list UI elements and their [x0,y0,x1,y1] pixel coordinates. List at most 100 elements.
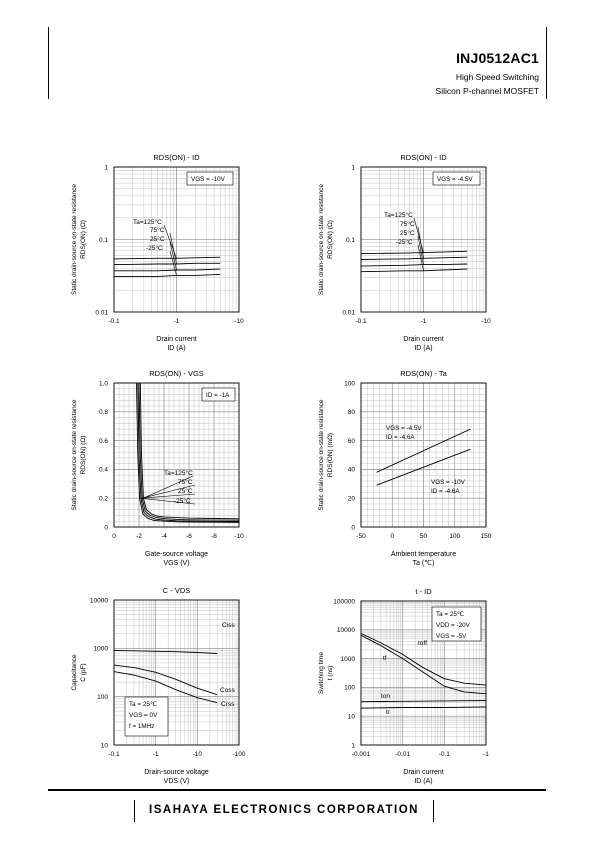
chart-4: RDS(ON) - Ta-50 0 50 100 150020406080100Ambi… [318,369,492,567]
x-axis-label: Drain-source voltage [144,769,209,776]
y-tick-label: 60 [348,438,356,445]
y-tick-label: 0 [351,524,355,531]
plot-frame [113,382,240,528]
chart-title: t - ID [415,587,432,596]
series-label: 75°C [400,220,415,228]
y-tick-label: 0.1 [346,237,355,244]
series-leader-line [143,475,194,499]
series-label: Coss [220,687,236,694]
condition-text: VGS = -5V [436,633,467,640]
series-line-4 [114,273,221,277]
series-leader-line [169,232,177,265]
chart-6: t - ID -0.001 -0.01 -0.1 -1 1 10 100 1000 10000 10… [318,587,489,785]
y-tick-label: 100000 [333,598,355,605]
condition-box [124,696,169,737]
y-axis-unit: t (ns) [327,666,334,681]
series-label: tr [386,709,391,716]
x-tick-label: -0.1 [439,751,451,758]
condition-text: VDD = -20V [436,622,471,629]
series-line-4 [361,706,486,709]
series-leader-line [140,493,196,499]
y-tick-label: 10 [348,714,356,721]
series-label: 75°C [178,478,193,486]
y-axis-unit: RDS(ON) (Ω) [80,220,87,259]
series-label: ID = -4.6A [386,434,415,441]
series-leader-line [169,250,177,276]
x-axis-label: Drain current [156,336,197,343]
series-label: -25°C [146,244,163,252]
series-line-3 [114,268,221,272]
series-label: 75°C [150,226,165,234]
y-tick-label: 0 [104,524,108,531]
series-line-3 [361,700,486,703]
x-tick-label: -6 [186,533,192,540]
series-line-2 [361,256,468,260]
series-line-2 [376,448,471,486]
x-tick-label: -1 [153,751,159,758]
y-tick-label: 1 [104,164,108,171]
y-axis-label: Static drain-source on-state resistance [71,184,78,295]
series-line-3 [114,671,218,704]
y-axis-unit: RDS(ON) (Ω) [327,220,334,259]
x-axis-unit: ID (A) [414,345,432,352]
y-tick-label: 0.8 [99,409,108,416]
x-tick-label: -10 [234,318,244,325]
y-tick-label: 20 [348,496,356,503]
series-line-1 [361,632,486,686]
y-tick-label: 0.01 [95,309,108,316]
x-tick-label: -4 [161,533,167,540]
y-tick-label: 1000 [94,646,109,653]
series-label: Ta=125°C [164,469,193,477]
series-label: Ta=125°C [384,211,413,219]
series-line-1 [361,250,468,255]
series-label: 25°C [150,235,165,243]
device-type: Silicon P-channel MOSFET [435,86,539,96]
plot-frame [360,600,487,746]
y-tick-label: 40 [348,467,356,474]
series-line-2 [114,262,221,266]
series-leader-line [417,226,424,259]
condition-text: VGS = -4.5V [437,176,473,183]
series-line-1 [139,383,239,520]
x-tick-label: -10 [481,318,491,325]
x-axis-label: Ambient temperature [391,551,456,558]
condition-text: ID = -1A [206,392,230,399]
y-axis-label: Static drain-source on-state resistance [71,399,78,510]
y-tick-label: 10 [101,742,109,749]
x-tick-label: 0 [112,533,116,540]
x-axis-label: Gate-source voltage [145,551,208,558]
y-axis-unit: C (pF) [80,663,87,681]
x-tick-label: -50 [356,533,366,540]
x-axis-unit: VDS (V) [164,778,190,785]
header-frame-right [546,27,547,99]
y-tick-label: 100 [97,694,108,701]
condition-box [186,171,234,186]
x-tick-label: -1 [174,318,180,325]
y-tick-label: 1 [351,742,355,749]
series-line-4 [136,383,239,523]
x-tick-label: -10 [193,751,203,758]
y-tick-label: 10000 [90,597,108,604]
y-tick-label: 1 [351,164,355,171]
footer-rule [48,789,546,791]
y-axis-label: Switching time [318,652,325,694]
y-tick-label: 10000 [337,627,355,634]
device-description: High Speed Switching [455,72,539,82]
series-line-3 [361,263,468,267]
chart-major-grid [113,382,240,528]
series-leader-line [417,235,424,265]
series-leader-line [417,244,424,271]
series-label: VGS = -4.5V [386,425,422,432]
chart-1: RDS(ON) - ID -0.1 -1 -10 0.01 0.1 1 Drain curre… [71,153,244,352]
condition-box [201,387,236,402]
x-tick-label: 100 [449,533,460,540]
x-tick-label: -2 [136,533,142,540]
x-axis-unit: ID (A) [414,778,432,785]
y-axis-unit: RDS(ON) (mΩ) [327,433,334,477]
x-axis-label: Drain current [403,769,444,776]
series-label: tf [383,655,387,662]
y-tick-label: 1000 [341,656,356,663]
y-tick-label: 0.1 [99,237,108,244]
series-line-2 [361,634,486,695]
